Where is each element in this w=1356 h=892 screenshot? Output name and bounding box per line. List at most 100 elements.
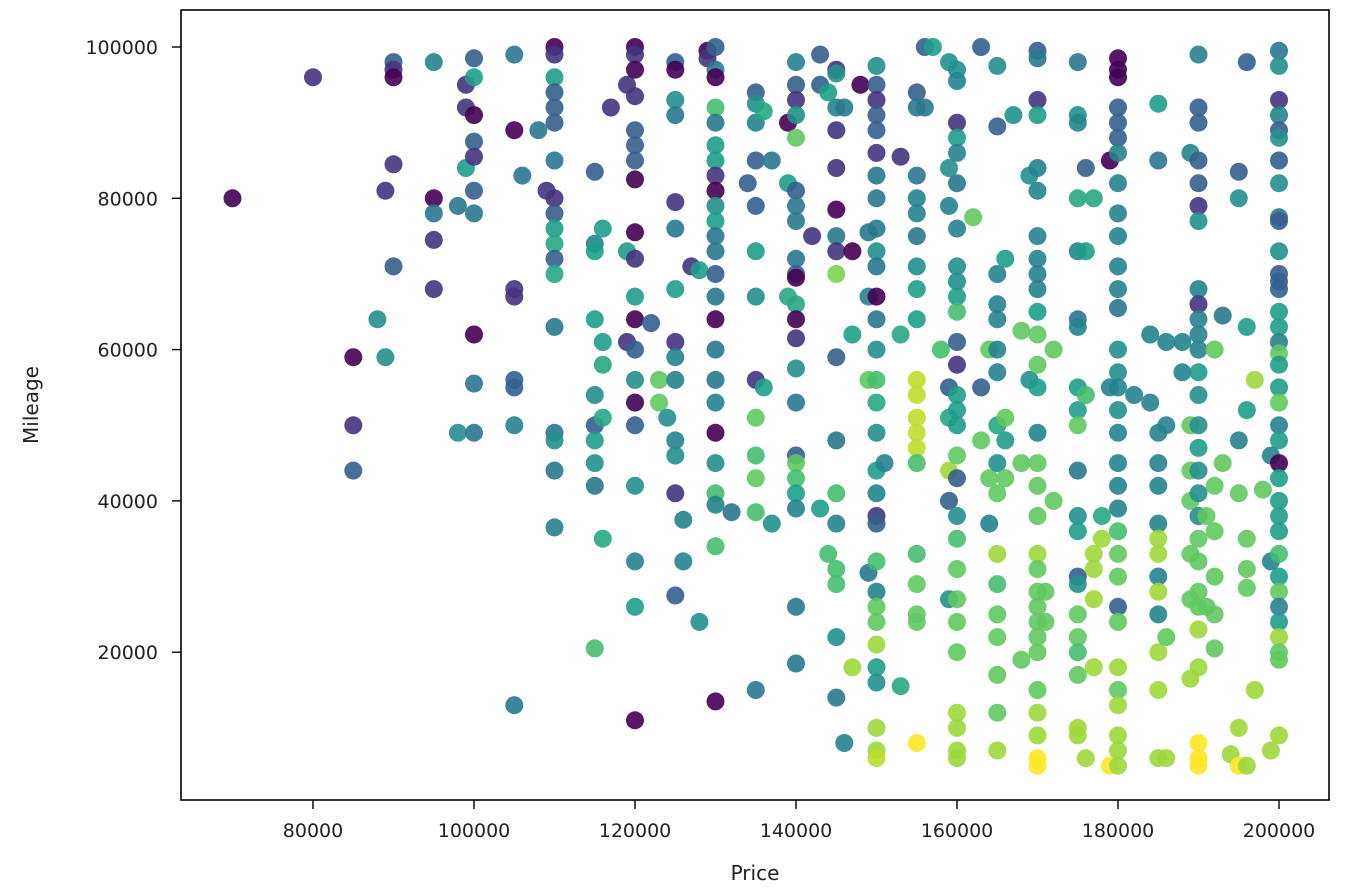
data-point: [907, 438, 926, 457]
data-point: [626, 370, 644, 389]
data-point: [505, 378, 524, 397]
data-point: [1189, 212, 1208, 230]
data-point: [344, 348, 363, 367]
data-point: [545, 151, 564, 170]
data-point: [827, 628, 846, 647]
data-point: [907, 734, 926, 752]
data-point: [626, 310, 644, 329]
data-point: [843, 658, 862, 677]
data-point: [1109, 658, 1127, 677]
data-point: [827, 484, 846, 503]
x-tick-label: 180000: [1082, 820, 1155, 842]
data-point: [1109, 68, 1127, 87]
data-point: [787, 268, 805, 287]
x-tick-label: 200000: [1243, 820, 1316, 842]
data-point: [706, 265, 725, 283]
data-point: [867, 310, 886, 329]
data-point: [666, 370, 685, 389]
data-point: [787, 359, 805, 378]
data-point: [465, 49, 483, 68]
data-point: [465, 204, 483, 223]
data-point: [819, 83, 838, 102]
data-point: [344, 416, 363, 435]
data-point: [1076, 386, 1095, 404]
data-point: [1044, 340, 1063, 359]
data-point: [1028, 544, 1047, 563]
data-point: [1173, 333, 1192, 351]
data-point: [1253, 480, 1272, 499]
data-point: [948, 643, 966, 662]
data-point: [1270, 56, 1288, 75]
data-point: [626, 287, 644, 306]
data-point: [1141, 393, 1160, 412]
data-point: [948, 219, 966, 238]
data-point: [1149, 151, 1168, 170]
data-point: [907, 280, 926, 299]
data-point: [1237, 529, 1256, 548]
data-point: [626, 597, 644, 616]
y-axis-ticks: 20000 40000 60000 80000 100000: [85, 37, 181, 664]
data-point: [915, 98, 934, 117]
data-point: [1109, 696, 1127, 715]
data-point: [787, 212, 805, 230]
data-point: [1109, 597, 1127, 616]
data-point: [827, 159, 846, 177]
data-point: [1092, 507, 1111, 525]
data-point: [585, 242, 604, 261]
data-point: [996, 431, 1015, 450]
data-point: [1028, 302, 1047, 321]
data-point: [948, 333, 966, 351]
data-point: [1270, 650, 1288, 669]
data-point: [585, 386, 604, 404]
data-point: [988, 575, 1007, 594]
data-point: [1109, 522, 1127, 541]
y-tick-label: 80000: [98, 188, 158, 210]
data-point: [384, 257, 403, 276]
data-point: [907, 544, 926, 563]
data-point: [827, 265, 846, 283]
data-point: [1109, 681, 1127, 699]
data-point: [803, 227, 822, 246]
data-point: [666, 586, 685, 605]
data-point: [1012, 454, 1031, 473]
data-point: [972, 378, 991, 397]
data-point: [1205, 522, 1224, 541]
data-point: [867, 370, 886, 389]
data-point: [376, 348, 395, 367]
data-point: [1189, 484, 1208, 503]
data-point: [787, 393, 805, 412]
plot-frame: [180, 9, 1330, 801]
data-point: [948, 529, 966, 548]
data-point: [545, 317, 564, 336]
data-point: [1028, 423, 1047, 442]
data-point: [1189, 386, 1208, 404]
data-point: [1245, 681, 1264, 699]
data-point: [867, 242, 886, 261]
data-point: [545, 204, 564, 223]
data-point: [465, 325, 483, 344]
data-point: [666, 431, 685, 450]
data-point: [344, 461, 363, 480]
data-points: [223, 38, 1288, 775]
data-point: [827, 200, 846, 219]
data-point: [465, 132, 483, 151]
data-point: [593, 529, 612, 548]
data-point: [948, 272, 966, 291]
data-point: [1237, 401, 1256, 420]
data-point: [1149, 94, 1168, 113]
x-tick-label: 120000: [599, 820, 672, 842]
data-point: [787, 128, 805, 147]
data-point: [1270, 41, 1288, 60]
data-point: [1149, 476, 1168, 495]
data-point: [1028, 106, 1047, 125]
data-point: [666, 333, 685, 351]
data-point: [996, 249, 1015, 268]
data-point: [787, 249, 805, 268]
data-point: [948, 590, 966, 609]
data-point: [626, 711, 644, 730]
data-point: [706, 242, 725, 261]
data-point: [626, 45, 644, 64]
data-point: [1028, 280, 1047, 299]
data-point: [424, 204, 443, 223]
data-point: [1149, 454, 1168, 473]
